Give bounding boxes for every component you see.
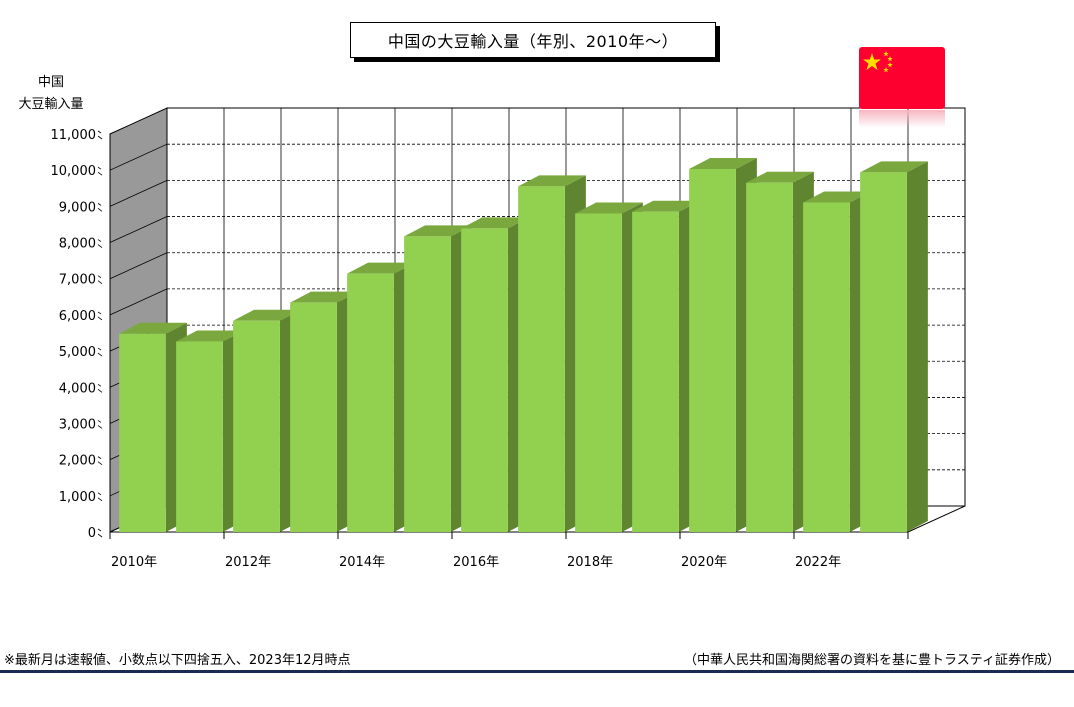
bar-top <box>575 202 643 214</box>
y-tick-label: 6,000 <box>59 309 96 324</box>
y-tick-mark <box>97 130 103 140</box>
y-tick-label: 11,000 <box>51 128 97 143</box>
bar-front <box>290 302 337 532</box>
bar-front <box>461 228 508 532</box>
side-gridline <box>109 179 168 207</box>
y-tick-label: 9,000 <box>59 200 96 215</box>
y-tick-label: 5,000 <box>59 345 96 360</box>
y-tick-mark <box>97 275 103 285</box>
bar-top <box>119 322 187 334</box>
bar-front <box>119 333 166 532</box>
y-tick-mark <box>97 311 103 321</box>
y-tick-mark <box>97 492 103 502</box>
y-tick-label: 8,000 <box>59 237 96 252</box>
bar-front <box>518 186 565 532</box>
y-tick-label: 10,000 <box>51 164 97 179</box>
y-axis-label-line1: 中国 <box>37 75 64 90</box>
y-tick-mark <box>97 166 103 176</box>
bar-front <box>176 341 223 532</box>
bar-front <box>404 236 451 532</box>
y-tick-mark <box>97 383 103 393</box>
x-tick-label: 2018年 <box>567 555 613 570</box>
y-tick-label: 0 <box>88 526 96 541</box>
bar-side <box>906 161 928 533</box>
y-tick-mark <box>97 420 103 429</box>
y-axis-label: 中国 大豆輸入量 <box>8 72 94 116</box>
y-tick-label: 7,000 <box>59 273 96 288</box>
bar-2023年 <box>860 161 928 533</box>
bar-top <box>518 175 586 187</box>
china-flag-icon <box>859 47 945 109</box>
y-tick-label: 3,000 <box>59 417 96 432</box>
bar-top <box>746 171 814 183</box>
bar-top <box>689 157 757 169</box>
side-gridline <box>109 252 168 280</box>
y-axis-label-line2: 大豆輸入量 <box>18 97 84 112</box>
bar-front <box>575 213 622 532</box>
y-tick-mark <box>97 239 103 248</box>
bar-top <box>347 262 415 274</box>
bar-top <box>632 200 700 212</box>
y-tick-mark <box>97 203 103 212</box>
x-tick-label: 2022年 <box>795 555 841 570</box>
bar-front <box>860 172 907 533</box>
y-tick-label: 4,000 <box>59 381 96 396</box>
source-note: （中華人民共和国海関総署の資料を基に豊トラスティ証券作成） <box>684 653 1060 668</box>
bar-top <box>461 217 529 229</box>
side-gridline <box>109 288 168 316</box>
x-tick-label: 2020年 <box>681 555 727 570</box>
x-tick-label: 2016年 <box>453 555 499 570</box>
bar-front <box>803 202 850 532</box>
bar-front <box>347 273 394 532</box>
x-tick-label: 2010年 <box>111 555 157 570</box>
y-tick-label: 1,000 <box>59 490 96 505</box>
bar-front <box>689 168 736 532</box>
bar-top <box>803 191 871 203</box>
bar-top <box>290 291 358 303</box>
bar-front <box>746 182 793 533</box>
y-tick-mark <box>97 456 103 465</box>
x-tick-label: 2014年 <box>339 555 385 570</box>
side-gridline <box>109 216 168 243</box>
bar-top <box>233 309 301 321</box>
x-tick-label: 2012年 <box>225 555 271 570</box>
y-tick-label: 2,000 <box>59 454 96 469</box>
flag-reflection <box>859 110 945 128</box>
y-tick-mark <box>97 528 103 538</box>
chart-title: 中国の大豆輸入量（年別、2010年～） <box>350 22 716 58</box>
bar-front <box>632 211 679 532</box>
footnote: ※最新月は速報値、小数点以下四捨五入、2023年12月時点 <box>4 653 351 668</box>
bar-top <box>860 161 928 173</box>
side-gridline <box>109 143 168 171</box>
bottom-rule <box>0 670 1074 673</box>
y-tick-mark <box>97 347 103 357</box>
bar-top <box>404 225 472 237</box>
bar-front <box>233 320 280 532</box>
bar-top <box>176 330 244 342</box>
